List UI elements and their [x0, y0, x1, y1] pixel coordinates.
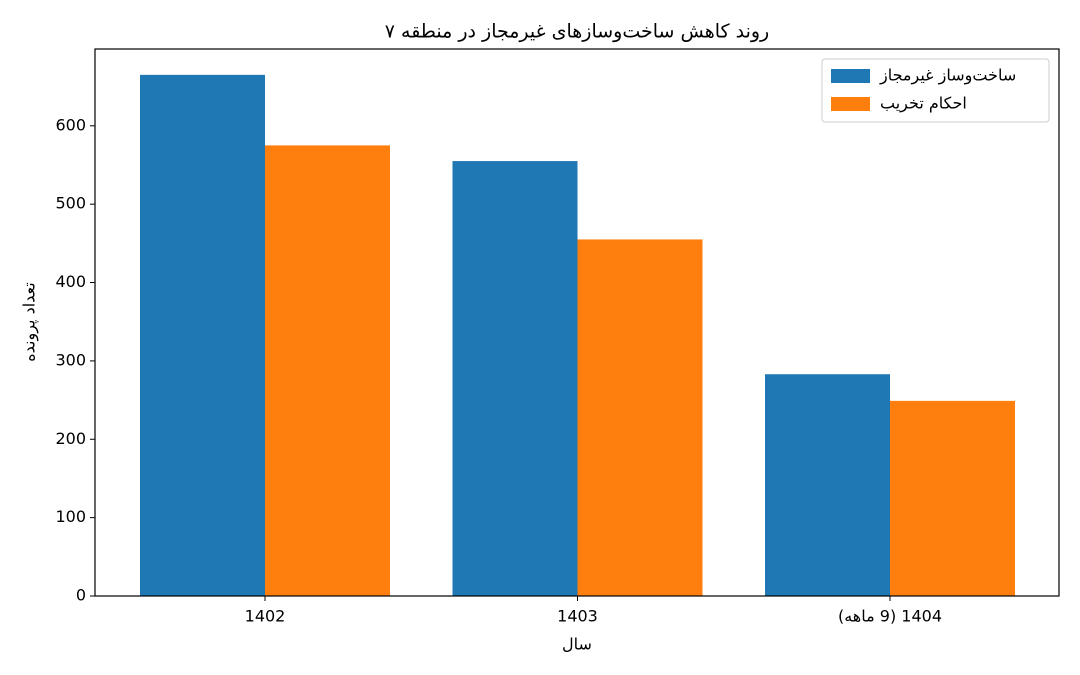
- bar: [265, 145, 390, 596]
- y-tick-label: 500: [55, 194, 86, 213]
- legend-swatch: [831, 69, 870, 83]
- legend-label: ساخت‌وساز غیرمجاز: [879, 66, 1016, 86]
- legend-box: [821, 58, 1050, 123]
- y-tick-label: 200: [55, 429, 86, 448]
- x-tick-label: 1403: [557, 607, 598, 626]
- chart-title: روند کاهش ساخت‌وسازهای غیرمجاز در منطقه …: [385, 21, 770, 43]
- y-axis-label: تعداد پرونده: [20, 282, 40, 361]
- y-tick-label: 100: [55, 507, 86, 526]
- legend-swatch: [831, 97, 870, 111]
- bar: [577, 239, 703, 597]
- y-tick-label: 400: [55, 272, 86, 291]
- x-axis-label: سال: [562, 635, 592, 654]
- x-tick-label: 1402: [245, 607, 286, 626]
- bar: [452, 161, 578, 597]
- plot-frame: [94, 48, 1060, 597]
- y-tick-label: 600: [55, 115, 86, 134]
- bar: [890, 400, 1015, 596]
- bar: [140, 74, 265, 597]
- y-tick-label: 0: [76, 586, 86, 605]
- y-tick-label: 300: [55, 350, 86, 369]
- bar: [765, 374, 890, 596]
- legend-label: احکام تخریب: [880, 94, 967, 114]
- x-tick-label: 1404 (9 ماهه): [838, 607, 942, 626]
